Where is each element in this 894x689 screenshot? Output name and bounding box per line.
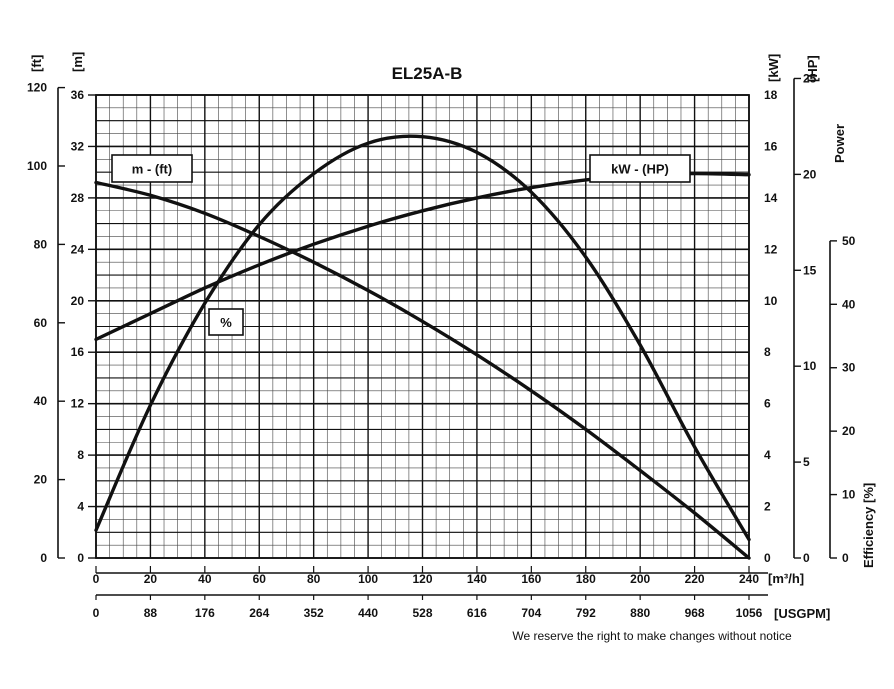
kw-tick-label: 12 xyxy=(764,242,778,256)
x2-unit-label: [USGPM] xyxy=(774,606,830,621)
x2-tick-label: 616 xyxy=(467,606,487,620)
head-series-label-box xyxy=(111,154,193,183)
power-series-label-box xyxy=(589,154,691,183)
hp-tick-label: 5 xyxy=(803,455,810,469)
efficiency-tick-label: 50 xyxy=(842,234,856,248)
m-tick-label: 12 xyxy=(71,397,85,411)
x-tick-label: 80 xyxy=(307,572,321,586)
x2-tick-label: 0 xyxy=(93,606,100,620)
ft-tick-label: 80 xyxy=(34,237,48,251)
x2-tick-label: 528 xyxy=(412,606,432,620)
kw-tick-label: 2 xyxy=(764,500,771,514)
efficiency-curve xyxy=(94,134,751,542)
x-tick-label: 200 xyxy=(630,572,650,586)
x-tick-label: 160 xyxy=(521,572,541,586)
ft-tick-label: 40 xyxy=(34,394,48,408)
x2-tick-label: 88 xyxy=(144,606,158,620)
efficiency-tick-label: 40 xyxy=(842,297,856,311)
power-axis-label: Power xyxy=(832,124,847,163)
major-grid xyxy=(95,94,750,559)
kw-tick-label: 4 xyxy=(764,448,771,462)
m-tick-label: 24 xyxy=(71,242,85,256)
x-tick-label: 220 xyxy=(685,572,705,586)
hp-tick-label: 25 xyxy=(803,71,817,85)
y-ft-unit-label: [ft] xyxy=(29,55,44,72)
x-tick-label: 0 xyxy=(93,572,100,586)
plot-frame xyxy=(95,94,750,559)
efficiency-tick-label: 20 xyxy=(842,424,856,438)
x2-tick-label: 440 xyxy=(358,606,378,620)
m-tick-label: 16 xyxy=(71,345,85,359)
hp-tick-label: 10 xyxy=(803,359,817,373)
m-tick-label: 0 xyxy=(77,551,84,565)
chart-title: EL25A-B xyxy=(392,64,463,83)
m-tick-label: 32 xyxy=(71,139,85,153)
ft-tick-label: 0 xyxy=(40,551,47,565)
tick-labels: 0204060801001200481216202428323602468101… xyxy=(27,71,856,620)
ft-tick-label: 100 xyxy=(27,159,47,173)
kw-tick-label: 6 xyxy=(764,397,771,411)
kw-tick-label: 18 xyxy=(764,88,778,102)
x-tick-label: 120 xyxy=(412,572,432,586)
m-tick-label: 20 xyxy=(71,294,85,308)
efficiency-tick-label: 10 xyxy=(842,488,856,502)
disclaimer-note: We reserve the right to make changes wit… xyxy=(512,629,792,643)
m-tick-label: 8 xyxy=(77,448,84,462)
head-series-label: m - (ft) xyxy=(132,162,172,177)
m-tick-label: 36 xyxy=(71,88,85,102)
hp-tick-label: 15 xyxy=(803,263,817,277)
ft-tick-label: 120 xyxy=(27,81,47,95)
kw-tick-label: 16 xyxy=(764,139,778,153)
x2-tick-label: 792 xyxy=(576,606,596,620)
x-unit-label: [m³/h] xyxy=(768,571,804,586)
y-hp-unit-label: [HP] xyxy=(805,55,820,82)
series-labels: m - (ft) kW - (HP)% xyxy=(111,154,691,336)
m-tick-label: 28 xyxy=(71,191,85,205)
x-tick-label: 40 xyxy=(198,572,212,586)
x-tick-label: 140 xyxy=(467,572,487,586)
head-curve xyxy=(94,180,751,560)
x-tick-label: 180 xyxy=(576,572,596,586)
x2-tick-label: 968 xyxy=(685,606,705,620)
x2-tick-label: 880 xyxy=(630,606,650,620)
efficiency-series-label-box xyxy=(208,308,244,336)
x2-tick-label: 264 xyxy=(249,606,269,620)
y-kw-unit-label: [kW] xyxy=(766,54,781,82)
efficiency-tick-label: 30 xyxy=(842,361,856,375)
ft-tick-label: 60 xyxy=(34,316,48,330)
axes xyxy=(57,77,837,600)
kw-tick-label: 14 xyxy=(764,191,778,205)
x2-tick-label: 352 xyxy=(304,606,324,620)
efficiency-tick-label: 0 xyxy=(842,551,849,565)
hp-tick-label: 0 xyxy=(803,551,810,565)
x-tick-label: 100 xyxy=(358,572,378,586)
x2-tick-label: 176 xyxy=(195,606,215,620)
efficiency-series-label: % xyxy=(220,315,232,330)
kw-tick-label: 0 xyxy=(764,551,771,565)
x-tick-label: 60 xyxy=(253,572,267,586)
x-tick-label: 240 xyxy=(739,572,759,586)
ft-tick-label: 20 xyxy=(34,473,48,487)
hp-tick-label: 20 xyxy=(803,167,817,181)
power-series-label: kW - (HP) xyxy=(611,162,669,177)
x2-tick-label: 704 xyxy=(521,606,541,620)
m-tick-label: 4 xyxy=(77,500,84,514)
efficiency-axis-label: Efficiency [%] xyxy=(861,483,876,568)
y-m-unit-label: [m] xyxy=(70,52,85,72)
x-tick-label: 20 xyxy=(144,572,158,586)
kw-tick-label: 10 xyxy=(764,294,778,308)
kw-tick-label: 8 xyxy=(764,345,771,359)
x2-tick-label: 1056 xyxy=(736,606,763,620)
